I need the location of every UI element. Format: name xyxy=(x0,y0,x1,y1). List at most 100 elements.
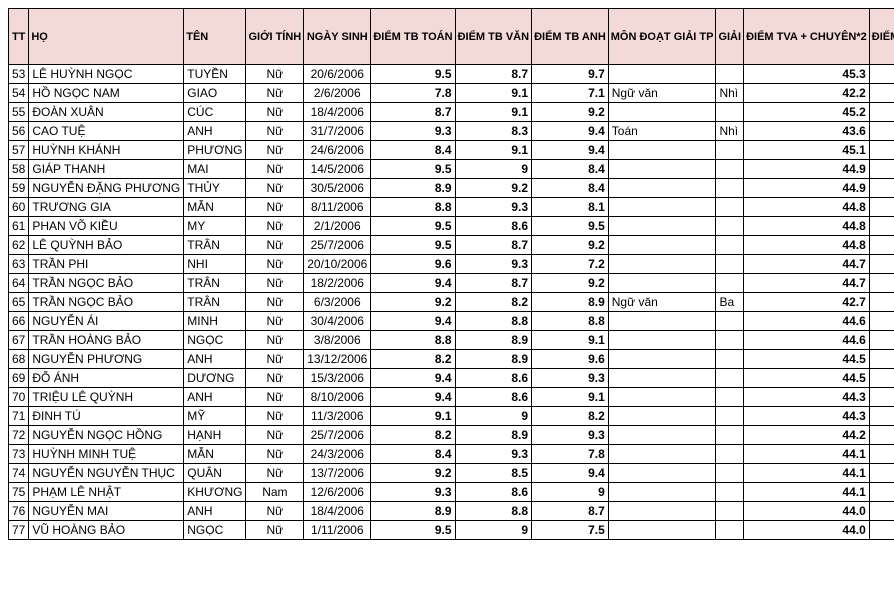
cell-mon xyxy=(608,312,716,331)
cell-toan: 9.4 xyxy=(371,369,455,388)
cell-mon: Ngữ văn xyxy=(608,293,716,312)
cell-tt: 68 xyxy=(9,350,29,369)
cell-toan: 9.3 xyxy=(371,122,455,141)
table-row: 58GIÁP THANHMAINữ14/5/20069.598.444.90.0… xyxy=(9,160,894,179)
cell-giai xyxy=(716,521,744,540)
cell-tt: 71 xyxy=(9,407,29,426)
cell-tt: 54 xyxy=(9,84,29,103)
cell-gioi: Nam xyxy=(246,483,304,502)
cell-ngay: 14/5/2006 xyxy=(304,160,371,179)
cell-ten: KHƯƠNG xyxy=(184,483,246,502)
cell-van: 8.3 xyxy=(455,122,532,141)
cell-van: 9.3 xyxy=(455,445,532,464)
cell-mon xyxy=(608,274,716,293)
table-row: 69ĐỖ ÁNHDƯƠNGNữ15/3/20069.48.69.344.50.0… xyxy=(9,369,894,388)
cell-tva: 44.1 xyxy=(744,464,870,483)
cell-anh: 7.8 xyxy=(532,445,609,464)
cell-ten: MỸ xyxy=(184,407,246,426)
cell-mon xyxy=(608,255,716,274)
cell-giai xyxy=(716,274,744,293)
cell-ngay: 24/3/2006 xyxy=(304,445,371,464)
cell-tt: 56 xyxy=(9,122,29,141)
cell-ho: ĐINH TÚ xyxy=(29,407,184,426)
cell-ho: TRẦN NGỌC BẢO xyxy=(29,293,184,312)
cell-toan: 8.7 xyxy=(371,103,455,122)
cell-gioi: Nữ xyxy=(246,141,304,160)
cell-anh: 7.1 xyxy=(532,84,609,103)
cell-kk: 0.0 xyxy=(869,331,894,350)
cell-kk: 0.0 xyxy=(869,160,894,179)
cell-giai: Nhì xyxy=(716,122,744,141)
cell-ngay: 18/2/2006 xyxy=(304,274,371,293)
cell-van: 9.3 xyxy=(455,198,532,217)
cell-van: 8.5 xyxy=(455,464,532,483)
cell-gioi: Nữ xyxy=(246,274,304,293)
cell-kk: 0.0 xyxy=(869,521,894,540)
cell-tt: 73 xyxy=(9,445,29,464)
score-table: TT HỌ TÊN GIỚI TÍNH NGÀY SINH ĐIỂM TB TO… xyxy=(8,8,894,540)
cell-ho: NGUYỄN MAI xyxy=(29,502,184,521)
cell-toan: 9.4 xyxy=(371,388,455,407)
cell-tt: 72 xyxy=(9,426,29,445)
cell-ngay: 11/3/2006 xyxy=(304,407,371,426)
cell-tt: 70 xyxy=(9,388,29,407)
cell-anh: 8.9 xyxy=(532,293,609,312)
cell-ten: DƯƠNG xyxy=(184,369,246,388)
cell-toan: 8.9 xyxy=(371,179,455,198)
cell-van: 9.2 xyxy=(455,179,532,198)
cell-gioi: Nữ xyxy=(246,388,304,407)
cell-ho: TRƯƠNG GIA xyxy=(29,198,184,217)
cell-ten: MAI xyxy=(184,160,246,179)
cell-tt: 63 xyxy=(9,255,29,274)
cell-gioi: Nữ xyxy=(246,236,304,255)
cell-gioi: Nữ xyxy=(246,426,304,445)
cell-giai xyxy=(716,141,744,160)
cell-mon xyxy=(608,483,716,502)
cell-toan: 8.4 xyxy=(371,445,455,464)
cell-ten: MẪN xyxy=(184,198,246,217)
cell-van: 9.1 xyxy=(455,84,532,103)
cell-mon xyxy=(608,141,716,160)
cell-ho: HỒ NGỌC NAM xyxy=(29,84,184,103)
cell-ho: TRẦN HOÀNG BẢO xyxy=(29,331,184,350)
cell-ho: PHAN VÕ KIỀU xyxy=(29,217,184,236)
cell-anh: 9.2 xyxy=(532,103,609,122)
cell-tt: 60 xyxy=(9,198,29,217)
cell-tva: 44.8 xyxy=(744,217,870,236)
cell-van: 8.6 xyxy=(455,217,532,236)
table-row: 72NGUYỄN NGỌC HỒNGHẠNHNữ25/7/20068.28.99… xyxy=(9,426,894,445)
cell-van: 9 xyxy=(455,160,532,179)
cell-anh: 9.4 xyxy=(532,122,609,141)
cell-ho: NGUYỄN ĐẶNG PHƯƠNG xyxy=(29,179,184,198)
cell-ho: PHẠM LÊ NHẬT xyxy=(29,483,184,502)
table-row: 56CAO TUỆANHNữ31/7/20069.38.39.4ToánNhì4… xyxy=(9,122,894,141)
cell-ngay: 30/4/2006 xyxy=(304,312,371,331)
cell-kk: 0.0 xyxy=(869,103,894,122)
table-row: 59NGUYỄN ĐẶNG PHƯƠNGTHỦYNữ30/5/20068.99.… xyxy=(9,179,894,198)
cell-ho: LÊ HUỲNH NGỌC xyxy=(29,65,184,84)
cell-ngay: 3/8/2006 xyxy=(304,331,371,350)
cell-anh: 8.2 xyxy=(532,407,609,426)
cell-van: 8.8 xyxy=(455,502,532,521)
cell-ngay: 30/5/2006 xyxy=(304,179,371,198)
cell-van: 8.6 xyxy=(455,483,532,502)
cell-mon xyxy=(608,502,716,521)
cell-tva: 44.1 xyxy=(744,445,870,464)
cell-mon xyxy=(608,103,716,122)
cell-gioi: Nữ xyxy=(246,198,304,217)
cell-tt: 61 xyxy=(9,217,29,236)
header-ngay: NGÀY SINH xyxy=(304,9,371,65)
cell-kk: 0.0 xyxy=(869,369,894,388)
cell-anh: 9.3 xyxy=(532,369,609,388)
cell-toan: 9.5 xyxy=(371,65,455,84)
cell-giai xyxy=(716,103,744,122)
cell-gioi: Nữ xyxy=(246,445,304,464)
cell-giai: Nhì xyxy=(716,84,744,103)
cell-giai: Ba xyxy=(716,293,744,312)
cell-tva: 42.7 xyxy=(744,293,870,312)
cell-giai xyxy=(716,331,744,350)
cell-ten: CÚC xyxy=(184,103,246,122)
cell-kk: 0.0 xyxy=(869,141,894,160)
cell-ten: PHƯƠNG xyxy=(184,141,246,160)
table-row: 66NGUYỄN ÁIMINHNữ30/4/20069.48.88.844.60… xyxy=(9,312,894,331)
